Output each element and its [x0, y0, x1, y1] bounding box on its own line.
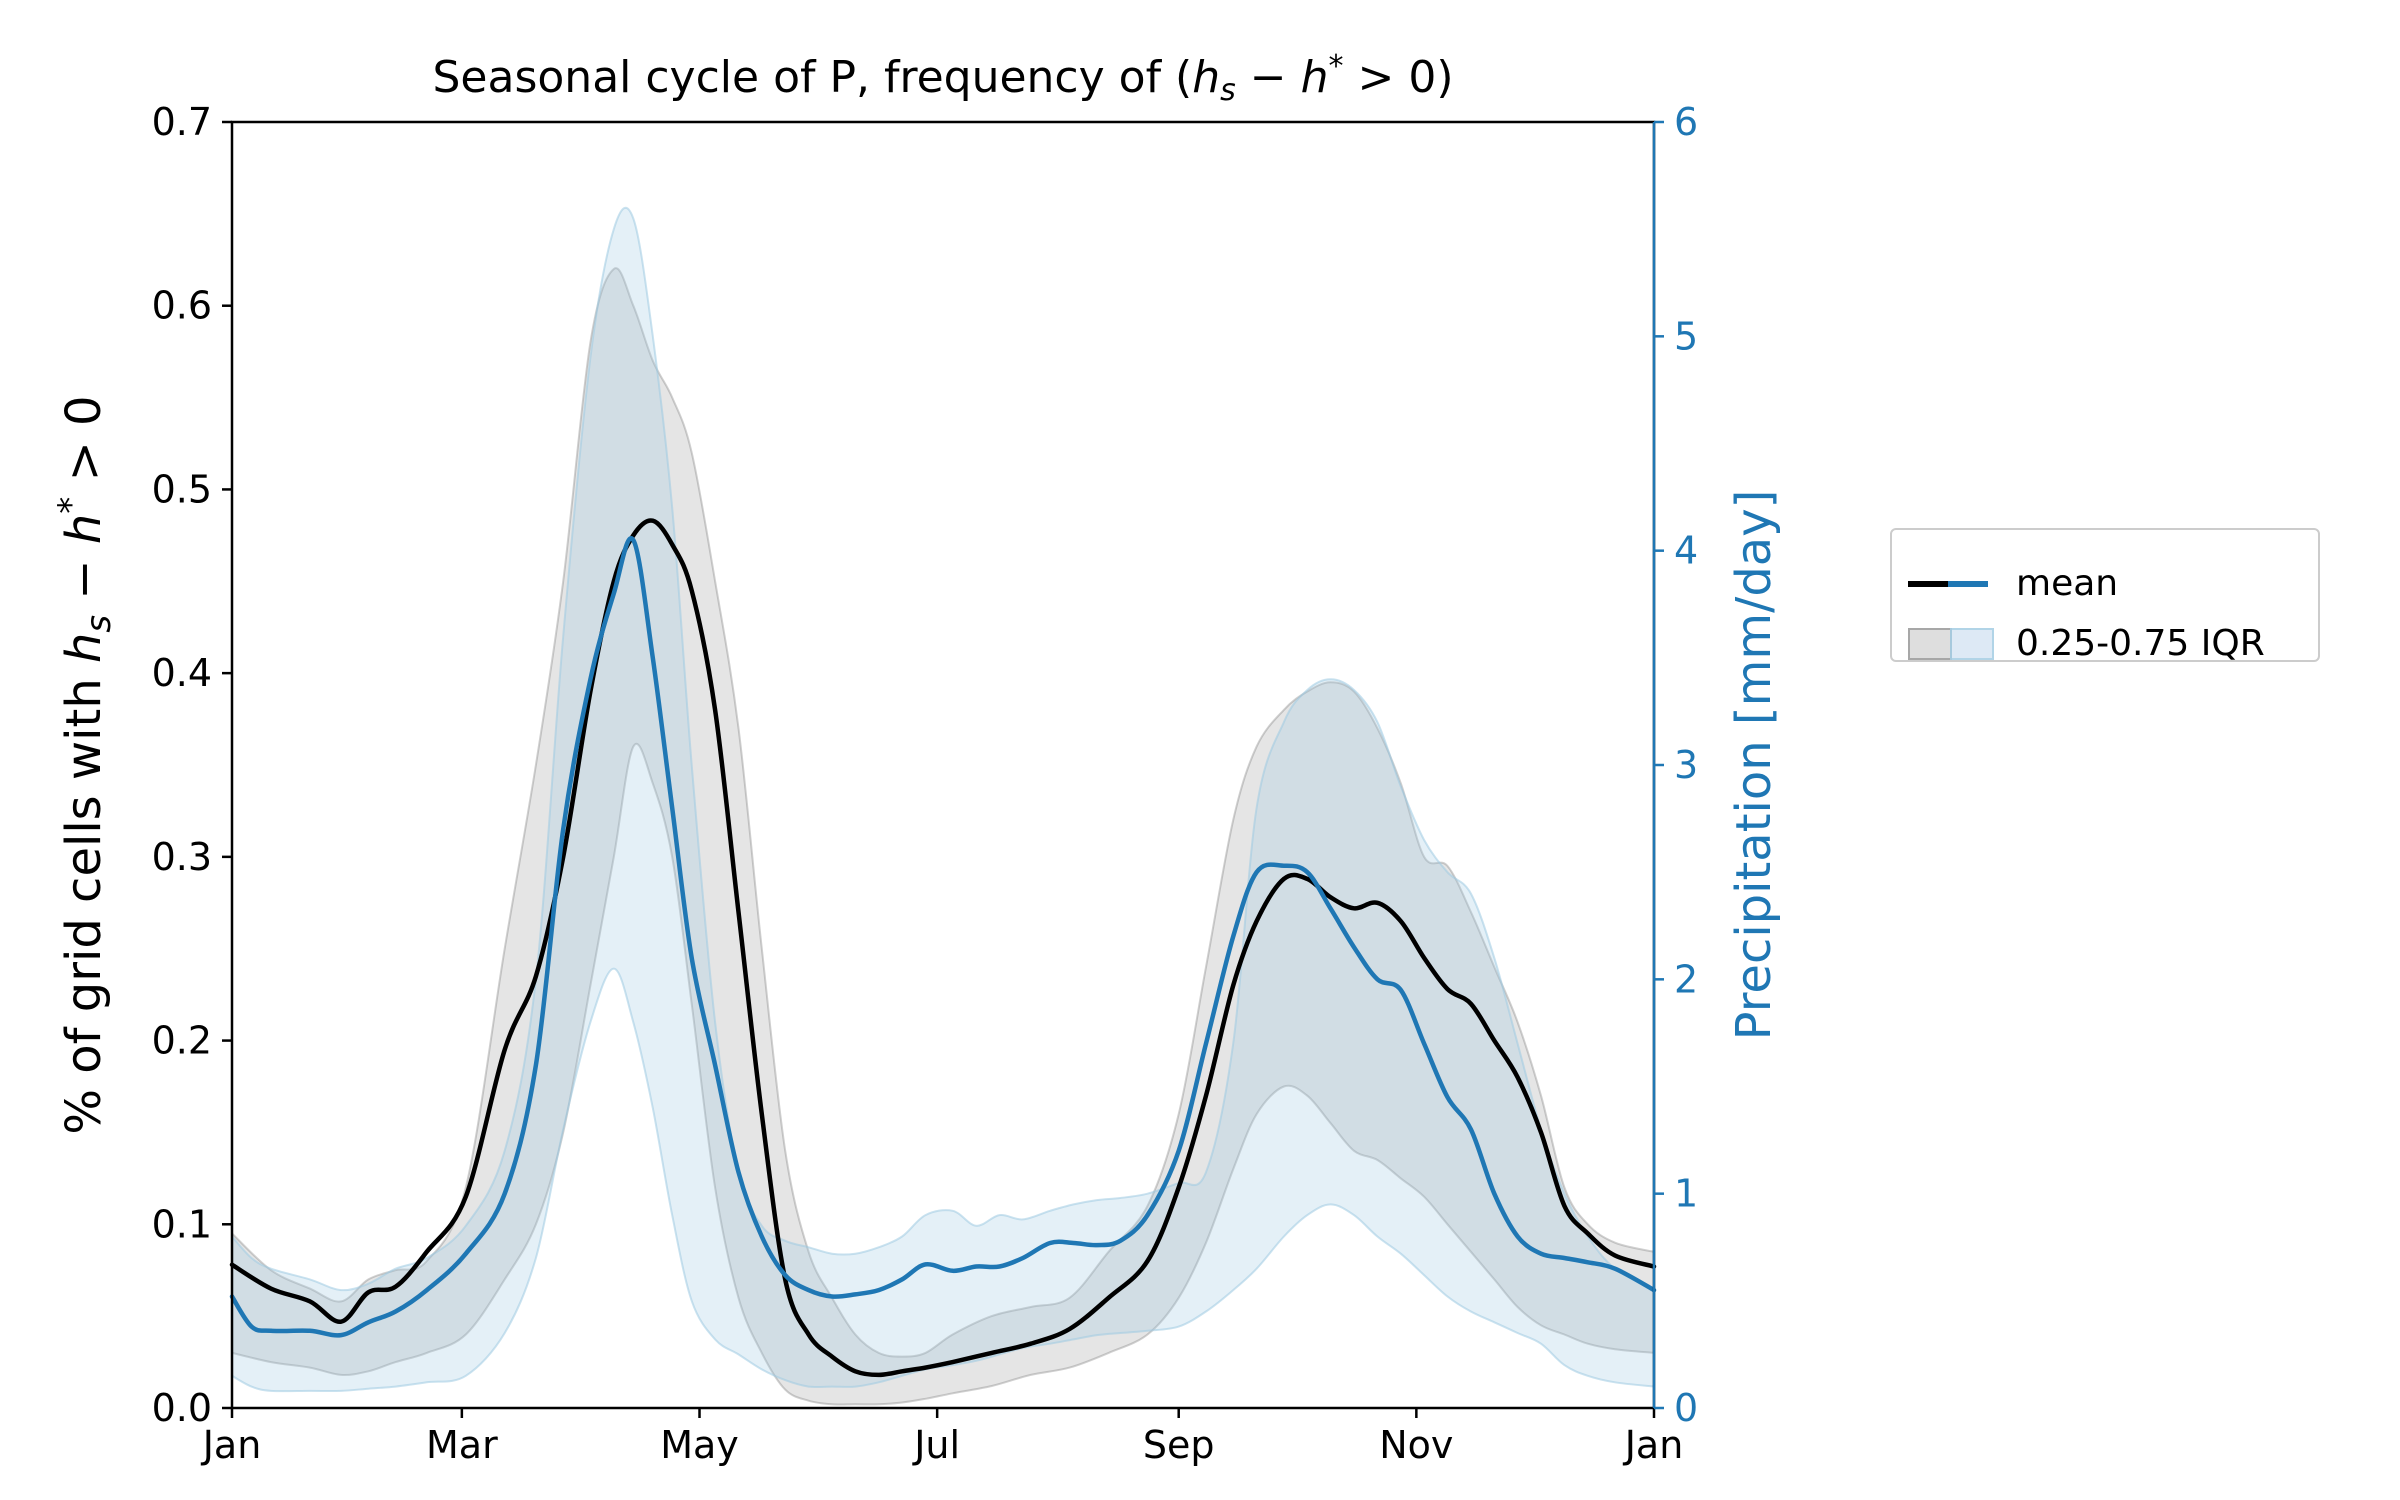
- y-tick-left-label: 0.6: [152, 284, 212, 328]
- x-tick-label: Sep: [1143, 1423, 1215, 1467]
- y-tick-left-label: 0.7: [152, 100, 212, 144]
- y-tick-right-label: 4: [1674, 529, 1698, 573]
- y-axis-right-label: Precipitation [mm/day]: [1726, 490, 1782, 1041]
- x-tick-label: Jul: [912, 1423, 960, 1467]
- x-tick-label: Mar: [426, 1423, 498, 1467]
- y-tick-left-label: 0.1: [152, 1202, 212, 1246]
- iqr-band-precip: [231, 206, 1655, 1393]
- y-tick-left-label: 0.4: [152, 651, 212, 695]
- y-tick-right-label: 0: [1674, 1386, 1698, 1430]
- y-tick-right-label: 6: [1674, 100, 1698, 144]
- y-tick-right-label: 1: [1674, 1172, 1698, 1216]
- legend-label: 0.25-0.75 IQR: [2016, 623, 2265, 664]
- y-axis-left: 0.0 0.1 0.2 0.3 0.4 0.5 0.6 0.7: [152, 100, 232, 1430]
- x-tick-label: May: [660, 1423, 739, 1467]
- y-tick-left-label: 0.5: [152, 467, 212, 511]
- y-axis-right: 0 1 2 3 4 5 6: [1654, 100, 1698, 1430]
- legend-swatch-black-line: [1908, 581, 1948, 587]
- chart-title: Seasonal cycle of P, frequency of (hs − …: [433, 49, 1454, 108]
- iqr-bands: [231, 206, 1655, 1406]
- legend-swatch-grey-band: [1908, 628, 1952, 660]
- y-tick-left-label: 0.2: [152, 1019, 212, 1063]
- legend-label: mean: [2016, 563, 2119, 604]
- y-tick-right-label: 5: [1674, 314, 1698, 358]
- legend-item-iqr: 0.25-0.75 IQR: [1892, 624, 2318, 664]
- y-axis-left-label: % of grid cells with hs − h* > 0: [51, 395, 119, 1134]
- y-tick-right-label: 3: [1674, 743, 1698, 787]
- series-line-frequency: [229, 518, 1657, 1378]
- x-tick-label: Jan: [1623, 1423, 1684, 1467]
- legend-swatch-blue-line: [1948, 581, 1988, 587]
- legend: mean 0.25-0.75 IQR: [1890, 528, 2320, 664]
- y-tick-right-label: 2: [1674, 957, 1698, 1001]
- x-tick-label: Jan: [201, 1423, 262, 1467]
- series-line-precip: [229, 535, 1657, 1338]
- y-tick-left-label: 0.3: [152, 835, 212, 879]
- x-tick-label: Nov: [1379, 1423, 1453, 1467]
- legend-swatch-blue-band: [1950, 628, 1994, 660]
- iqr-band-frequency: [231, 267, 1655, 1406]
- y-tick-left-label: 0.0: [152, 1386, 212, 1430]
- x-axis: Jan Mar May Jul Sep Nov Jan: [201, 1408, 1684, 1467]
- mean-lines: [229, 518, 1657, 1378]
- legend-item-mean: mean: [1892, 564, 2318, 604]
